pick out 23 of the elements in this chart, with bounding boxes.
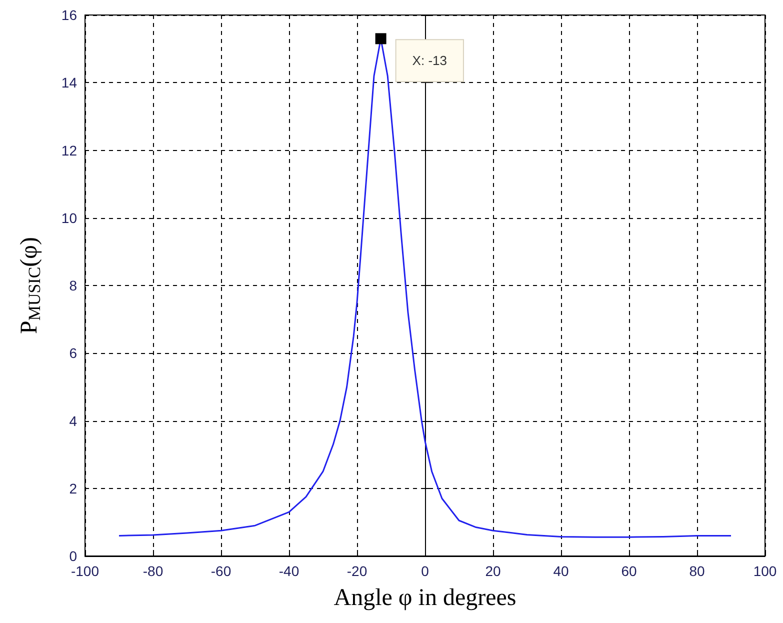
x-tick-label: -80 <box>142 563 164 579</box>
x-tick-label: 80 <box>689 563 705 579</box>
x-tick-label: 20 <box>485 563 501 579</box>
y-tick-label: 12 <box>61 142 78 158</box>
x-tick-label: 100 <box>753 563 777 579</box>
x-tick-label: -20 <box>346 563 368 579</box>
x-tick-label: -40 <box>278 563 300 579</box>
x-tick-label: 60 <box>621 563 637 579</box>
y-tick-label: 10 <box>61 210 78 226</box>
y-tick-label: 8 <box>69 278 78 294</box>
y-tick-label: 2 <box>69 480 78 496</box>
x-tick-label: 0 <box>421 563 430 579</box>
annotation: X: -13 <box>412 53 447 68</box>
y-tick-label: 6 <box>69 345 78 362</box>
x-axis-title: Angle φ in degrees <box>334 585 516 611</box>
y-tick-label: 16 <box>61 7 78 23</box>
y-tick-label: 14 <box>61 74 78 91</box>
y-axis-title: PMUSIC(φ) <box>16 236 44 334</box>
x-tick-label: -100 <box>70 563 100 579</box>
x-tick-label: 40 <box>553 563 569 579</box>
y-tick-label: 4 <box>69 412 78 429</box>
x-tick-label: -60 <box>210 563 232 579</box>
y-tick-label: 0 <box>69 548 78 564</box>
